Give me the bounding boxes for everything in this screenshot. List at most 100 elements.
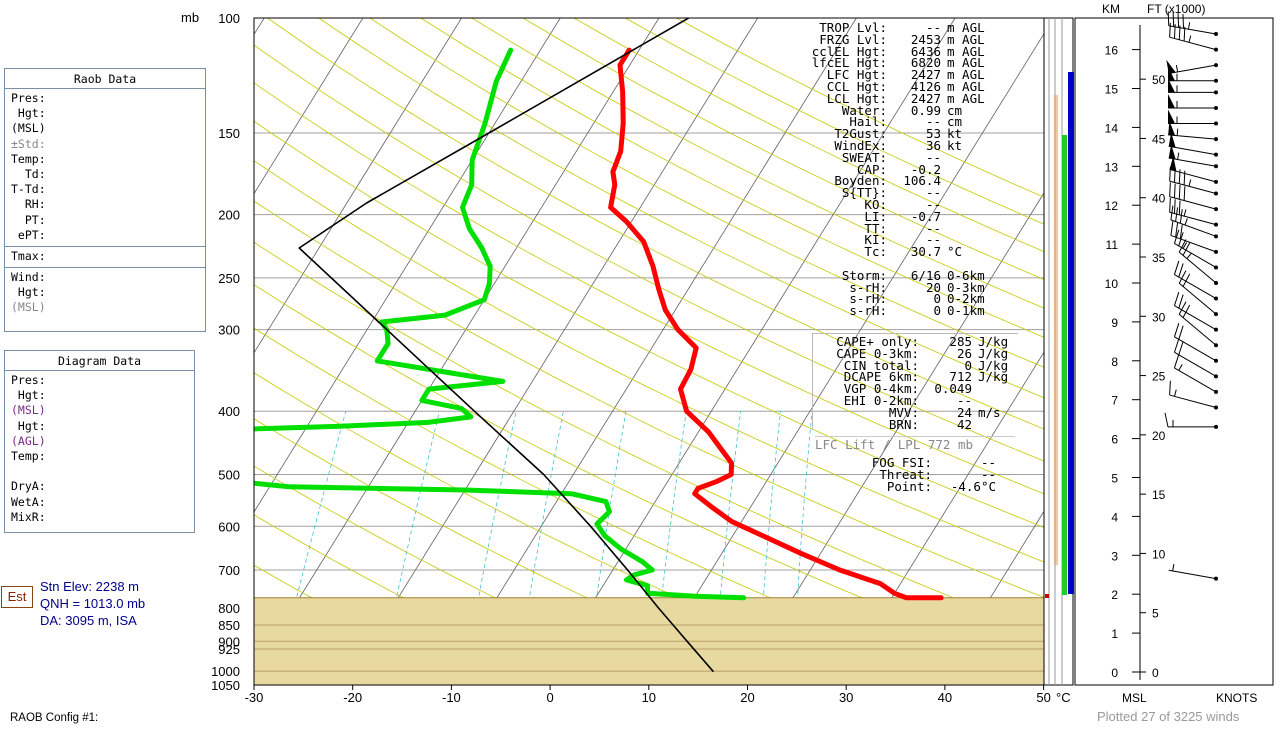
- wind-barb-half-feather: [1183, 209, 1187, 217]
- km-tick-label: 2: [1111, 588, 1118, 602]
- index-row: CAPE+ only: 285 J/kg: [813, 335, 1018, 348]
- isotherm-line: [343, 18, 758, 685]
- wind-barb-feather: [1178, 25, 1181, 40]
- y-tick-label: 600: [218, 519, 240, 534]
- wind-barb: [1168, 132, 1218, 157]
- index-row: S{TT}: --: [790, 187, 1020, 199]
- wind-barb: [1170, 205, 1218, 239]
- isotherm-line: [254, 18, 660, 672]
- msl-label: MSL: [1122, 691, 1147, 705]
- index-row: Point: -4.6°C: [860, 480, 996, 493]
- index-row: s-rH: 0 0-1km: [790, 303, 1020, 319]
- km-tick-label: 7: [1111, 394, 1118, 408]
- wind-barb-staff: [1178, 314, 1217, 346]
- y-tick-label: 250: [218, 271, 240, 286]
- wind-barb: [1166, 59, 1218, 74]
- index-unit: [941, 187, 947, 199]
- ft-tick-label: 20: [1152, 429, 1166, 443]
- ft-axis-title: FT (x1000): [1147, 2, 1205, 16]
- humidity-bars: [1043, 17, 1074, 686]
- ft-tick-label: 10: [1152, 547, 1166, 561]
- ft-tick-label: 25: [1152, 370, 1166, 384]
- wind-barb-staff: [1168, 134, 1217, 140]
- wind-barb-flag: [1168, 78, 1175, 93]
- km-tick-label: 3: [1111, 549, 1118, 563]
- wind-barb-half-feather: [1177, 152, 1180, 160]
- index-value: 0: [933, 291, 941, 307]
- wind-barb-feather: [1173, 260, 1180, 275]
- panel-row: Hgt:: [11, 418, 46, 433]
- km-tick-label: 15: [1105, 83, 1119, 97]
- index-row: CIN total: 0 J/kg: [813, 359, 1018, 372]
- wind-barb-feather: [1169, 380, 1171, 396]
- wind-barb: [1170, 221, 1218, 254]
- index-label: CAP:: [856, 161, 887, 177]
- wind-barb-staff: [1169, 211, 1217, 226]
- index-row: s-rH: 20 0-3km: [790, 281, 1020, 294]
- skewt-series: [254, 18, 944, 672]
- est-button[interactable]: Est: [1, 586, 33, 608]
- index-label: SWEAT:: [841, 149, 887, 165]
- y-tick-label: 900: [218, 634, 240, 649]
- wind-barb-feather: [1169, 22, 1171, 38]
- panel-row: DryA:: [11, 479, 46, 494]
- index-unit: kt: [947, 137, 963, 153]
- index-row: FOG FSI: --: [860, 456, 996, 469]
- panel-row: (MSL): [11, 121, 46, 136]
- wind-barb-half-feather: [1175, 64, 1179, 73]
- index-value: --: [925, 196, 941, 212]
- wind-barb-half-feather: [1173, 389, 1177, 397]
- index-value: --: [925, 149, 941, 165]
- dry-adiabat: [254, 82, 1044, 495]
- panel-row: Temp:: [11, 448, 46, 463]
- wind-barb-half-feather: [1188, 179, 1192, 187]
- station-elevation: Stn Elev: 2238 m: [40, 579, 139, 594]
- wind-barb: [1168, 66, 1218, 83]
- wind-barb-staff: [1170, 219, 1217, 237]
- index-value: 0: [933, 303, 941, 319]
- station-qnh: QNH = 1013.0 mb: [40, 596, 146, 611]
- index-row: BRN: 42: [813, 416, 1018, 432]
- surface-marker: [1045, 594, 1049, 598]
- index-row: [790, 258, 1020, 270]
- ft-tick-label: 15: [1152, 488, 1166, 502]
- index-label: Boyden:: [834, 173, 887, 189]
- y-tick-label: 850: [218, 618, 240, 633]
- sounding-indices: TROP Lvl: -- m AGL FRZG Lvl: 2453 m AGL cclEL …: [790, 20, 1020, 319]
- wind-barb-staff: [1168, 569, 1217, 580]
- cloud-bar: [1062, 135, 1067, 595]
- index-value: --: [925, 20, 941, 35]
- ft-tick-label: 45: [1152, 132, 1166, 146]
- dry-adiabat: [254, 160, 1044, 563]
- dry-adiabat: [254, 120, 1044, 528]
- index-label: s-rH:: [849, 291, 887, 307]
- wind-barb-feather: [1178, 169, 1181, 184]
- wind-barb-feather: [1170, 205, 1174, 220]
- index-label: LI:: [864, 208, 887, 224]
- index-value: -0.2: [910, 161, 941, 177]
- wind-barb: [1169, 166, 1218, 196]
- wind-barb: [1168, 93, 1218, 110]
- index-value: 712: [949, 369, 972, 385]
- index-unit: m AGL: [947, 90, 985, 106]
- index-unit: m AGL: [947, 67, 985, 83]
- y-tick-label: 1000: [211, 664, 240, 679]
- index-unit: J/kg: [978, 345, 1009, 361]
- wind-barb-feather: [1173, 354, 1180, 369]
- index-row: Boyden: 106.4: [790, 175, 1020, 187]
- index-value: 2427: [910, 90, 941, 106]
- moisture-bar: [1054, 95, 1058, 565]
- wind-barb-half-feather: [1182, 242, 1188, 249]
- x-tick-label: 10: [642, 690, 656, 705]
- wind-barb-feather: [1179, 224, 1183, 239]
- index-unit: m AGL: [947, 20, 985, 35]
- index-row: CAPE 0-3km: 26 J/kg: [813, 345, 1018, 361]
- wind-barb-staff: [1169, 394, 1217, 408]
- wind-barb-staff: [1169, 180, 1217, 195]
- index-label: Water:: [841, 102, 887, 118]
- wind-profile-panel[interactable]: 0123456789101112131415160510152025303540…: [1074, 2, 1274, 705]
- wind-barb: [1173, 338, 1218, 379]
- index-value: 42: [956, 416, 972, 432]
- panel-row: T-Td:: [11, 182, 46, 197]
